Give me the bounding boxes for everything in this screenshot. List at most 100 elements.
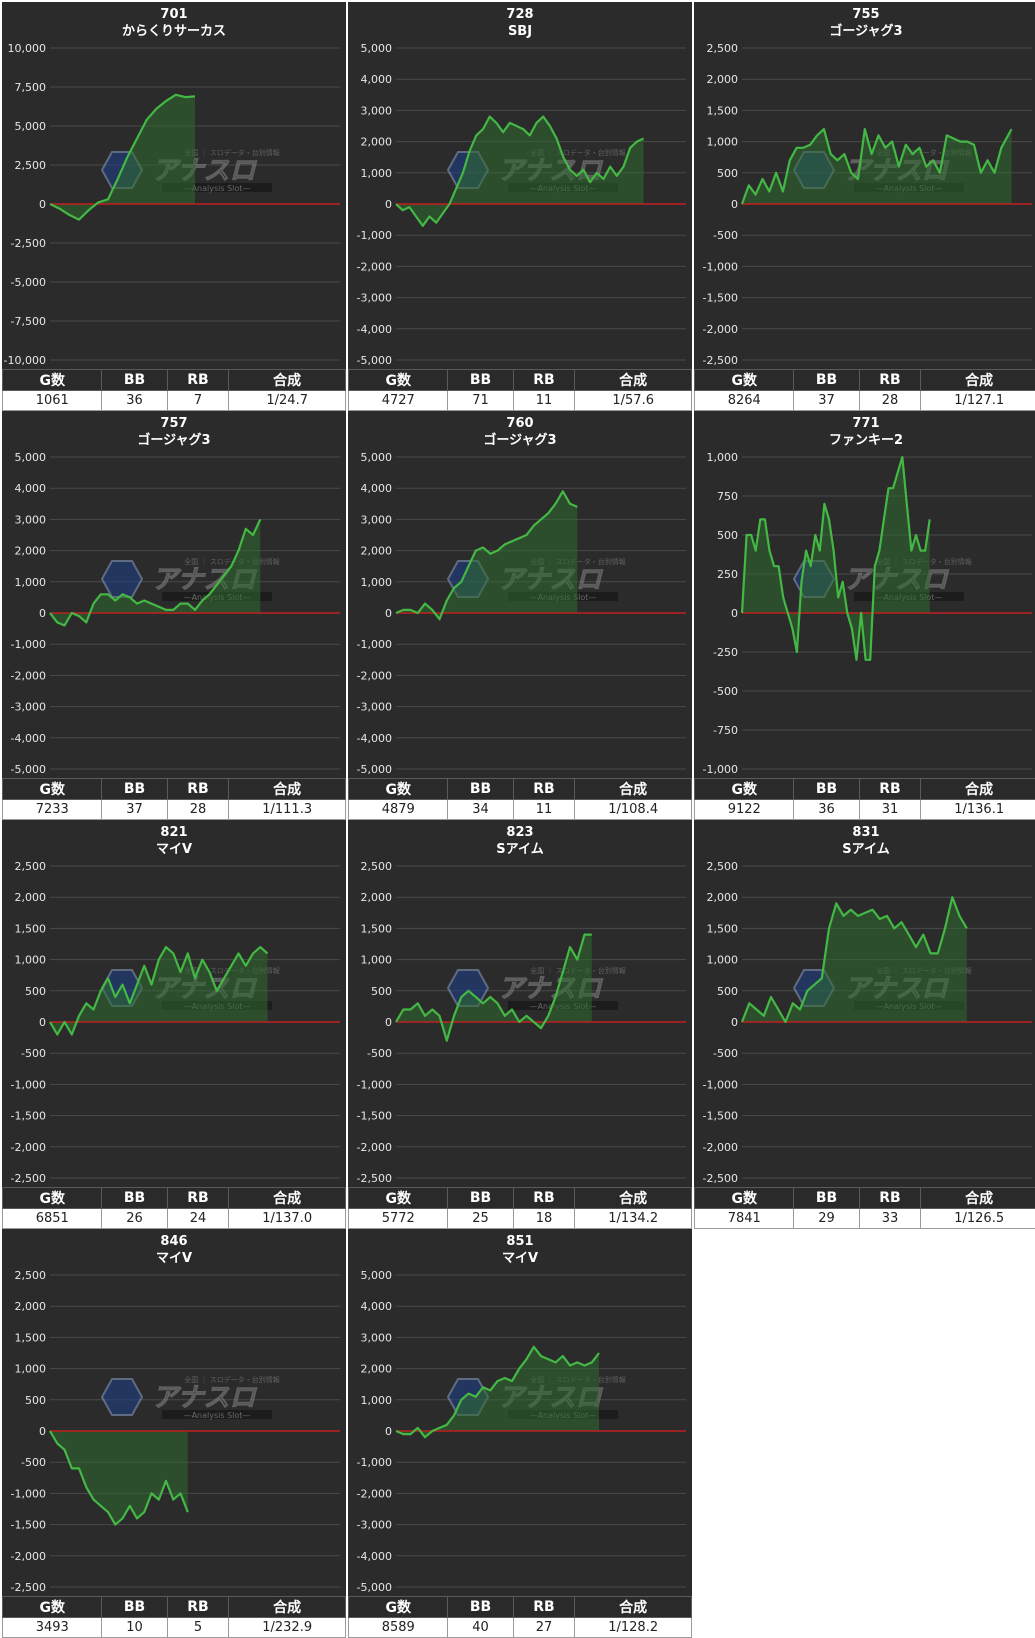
y-tick-label: -4,000 (357, 732, 392, 745)
header-bb: BB (448, 779, 513, 800)
y-tick-label: -4,000 (357, 1550, 392, 1563)
value-games: 3493 (3, 1618, 102, 1638)
y-tick-label: -3,000 (11, 701, 46, 714)
y-tick-label: 2,500 (707, 860, 739, 873)
chart-svg: 771ファンキー2-1,000-750-500-25002505007501,0… (694, 411, 1035, 778)
y-tick-label: -2,000 (703, 323, 738, 336)
y-tick-label: -5,000 (11, 276, 46, 289)
value-bb: 34 (448, 800, 513, 820)
value-bb: 36 (102, 391, 167, 411)
y-tick-label: 1,000 (15, 576, 47, 589)
watermark-logo-text: アナスロ (152, 1383, 257, 1413)
y-tick-label: 500 (371, 985, 392, 998)
value-games: 4879 (349, 800, 448, 820)
value-bb: 37 (102, 800, 167, 820)
watermark-hexagon-icon (102, 561, 142, 597)
value-bb: 40 (448, 1618, 513, 1638)
value-games: 7841 (695, 1209, 794, 1229)
y-tick-label: -2,500 (11, 237, 46, 250)
header-games: G数 (695, 370, 794, 391)
value-combined: 1/127.1 (921, 391, 1035, 411)
value-games: 5772 (349, 1209, 448, 1229)
y-tick-label: 2,000 (707, 891, 739, 904)
y-tick-label: 500 (25, 1394, 46, 1407)
y-tick-label: 5,000 (361, 1269, 393, 1282)
y-tick-label: 1,000 (707, 954, 739, 967)
y-tick-label: 3,000 (361, 1331, 393, 1344)
y-tick-label: 2,000 (361, 1363, 393, 1376)
header-games: G数 (3, 779, 102, 800)
chart-svg: 821マイV-2,500-2,000-1,500-1,000-50005001,… (2, 820, 346, 1187)
header-combined: 合成 (921, 779, 1035, 800)
y-tick-label: -1,000 (11, 1078, 46, 1091)
y-tick-label: -5,000 (11, 763, 46, 776)
y-tick-label: -2,000 (703, 1141, 738, 1154)
value-games: 9122 (695, 800, 794, 820)
y-tick-label: 500 (717, 529, 738, 542)
y-tick-label: -10,000 (4, 354, 46, 367)
value-combined: 1/57.6 (575, 391, 692, 411)
y-tick-label: 5,000 (361, 451, 393, 464)
y-tick-label: 5,000 (15, 451, 47, 464)
value-combined: 1/108.4 (575, 800, 692, 820)
header-combined: 合成 (575, 779, 692, 800)
header-games: G数 (349, 779, 448, 800)
chart-title: Sアイム (842, 842, 889, 857)
value-rb: 28 (859, 391, 921, 411)
y-tick-label: 2,000 (15, 891, 47, 904)
y-tick-label: -5,000 (357, 763, 392, 776)
value-rb: 18 (513, 1209, 575, 1229)
header-games: G数 (349, 1188, 448, 1209)
header-combined: 合成 (575, 370, 692, 391)
y-tick-label: -5,000 (357, 354, 392, 367)
chart-title: マイV (156, 1251, 192, 1266)
chart-machine-number: 755 (852, 7, 879, 22)
y-tick-label: -2,500 (703, 1172, 738, 1185)
y-tick-label: 1,500 (15, 922, 47, 935)
header-rb: RB (513, 370, 575, 391)
y-tick-label: -1,000 (703, 763, 738, 776)
value-combined: 1/232.9 (229, 1618, 346, 1638)
y-tick-label: -500 (21, 1047, 46, 1060)
chart-svg: 846マイV-2,500-2,000-1,500-1,000-50005001,… (2, 1229, 346, 1596)
y-tick-label: -2,000 (11, 1141, 46, 1154)
y-tick-label: 1,000 (707, 451, 739, 464)
value-rb: 31 (859, 800, 921, 820)
chart-title: マイV (502, 1251, 538, 1266)
y-tick-label: -1,000 (357, 638, 392, 651)
value-rb: 5 (167, 1618, 229, 1638)
header-bb: BB (102, 779, 167, 800)
y-tick-label: -2,000 (11, 1550, 46, 1563)
chart-machine-number: 823 (506, 825, 533, 840)
value-rb: 11 (513, 391, 575, 411)
header-bb: BB (794, 779, 859, 800)
y-tick-label: 2,500 (15, 159, 47, 172)
value-rb: 33 (859, 1209, 921, 1229)
y-tick-label: 2,000 (15, 545, 47, 558)
y-tick-label: -1,000 (11, 638, 46, 651)
y-tick-label: 500 (25, 985, 46, 998)
y-tick-label: -2,500 (703, 354, 738, 367)
chart-machine-number: 771 (852, 416, 879, 431)
chart-machine-number: 831 (852, 825, 879, 840)
y-tick-label: 2,000 (707, 73, 739, 86)
header-rb: RB (859, 1188, 921, 1209)
y-tick-label: -3,000 (357, 1519, 392, 1532)
y-tick-label: 2,500 (361, 860, 393, 873)
